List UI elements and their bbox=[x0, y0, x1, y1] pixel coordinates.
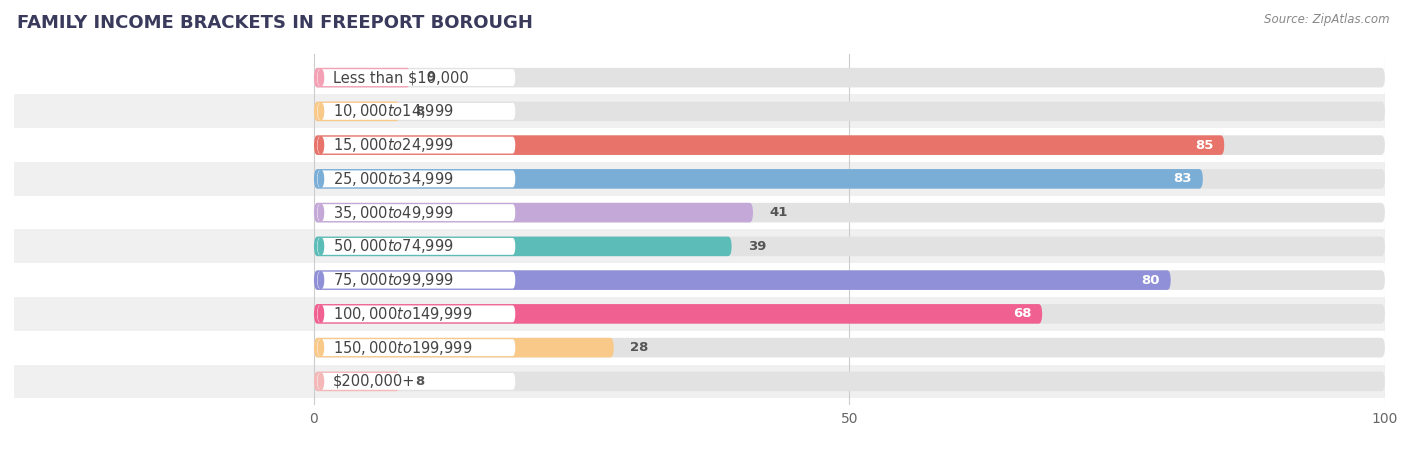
Text: $150,000 to $199,999: $150,000 to $199,999 bbox=[333, 338, 472, 356]
FancyBboxPatch shape bbox=[318, 137, 515, 153]
FancyBboxPatch shape bbox=[314, 237, 1385, 256]
Text: $35,000 to $49,999: $35,000 to $49,999 bbox=[333, 203, 454, 221]
FancyBboxPatch shape bbox=[14, 196, 1385, 230]
FancyBboxPatch shape bbox=[14, 297, 1385, 331]
FancyBboxPatch shape bbox=[14, 263, 1385, 297]
FancyBboxPatch shape bbox=[314, 68, 411, 87]
Circle shape bbox=[318, 373, 323, 390]
FancyBboxPatch shape bbox=[314, 304, 1385, 324]
Circle shape bbox=[318, 204, 323, 221]
Text: FAMILY INCOME BRACKETS IN FREEPORT BOROUGH: FAMILY INCOME BRACKETS IN FREEPORT BOROU… bbox=[17, 14, 533, 32]
FancyBboxPatch shape bbox=[14, 94, 1385, 128]
FancyBboxPatch shape bbox=[314, 338, 614, 357]
Text: $100,000 to $149,999: $100,000 to $149,999 bbox=[333, 305, 472, 323]
FancyBboxPatch shape bbox=[14, 230, 1385, 263]
Text: 9: 9 bbox=[426, 71, 436, 84]
FancyBboxPatch shape bbox=[314, 68, 1385, 87]
FancyBboxPatch shape bbox=[318, 339, 515, 356]
Text: $50,000 to $74,999: $50,000 to $74,999 bbox=[333, 237, 454, 255]
FancyBboxPatch shape bbox=[314, 372, 1385, 391]
FancyBboxPatch shape bbox=[314, 203, 754, 222]
Text: $15,000 to $24,999: $15,000 to $24,999 bbox=[333, 136, 454, 154]
Text: Source: ZipAtlas.com: Source: ZipAtlas.com bbox=[1264, 14, 1389, 27]
FancyBboxPatch shape bbox=[14, 61, 1385, 94]
Text: $200,000+: $200,000+ bbox=[333, 374, 416, 389]
FancyBboxPatch shape bbox=[314, 270, 1171, 290]
FancyBboxPatch shape bbox=[318, 238, 515, 255]
Circle shape bbox=[318, 69, 323, 86]
Text: Less than $10,000: Less than $10,000 bbox=[333, 70, 470, 85]
Circle shape bbox=[318, 238, 323, 255]
Text: 68: 68 bbox=[1012, 307, 1032, 320]
FancyBboxPatch shape bbox=[318, 204, 515, 221]
Text: 39: 39 bbox=[748, 240, 766, 253]
FancyBboxPatch shape bbox=[318, 171, 515, 187]
FancyBboxPatch shape bbox=[318, 103, 515, 120]
FancyBboxPatch shape bbox=[314, 102, 399, 121]
FancyBboxPatch shape bbox=[314, 102, 1385, 121]
FancyBboxPatch shape bbox=[314, 338, 1385, 357]
Text: 8: 8 bbox=[416, 105, 425, 118]
FancyBboxPatch shape bbox=[14, 331, 1385, 364]
FancyBboxPatch shape bbox=[314, 304, 1042, 324]
FancyBboxPatch shape bbox=[314, 135, 1385, 155]
FancyBboxPatch shape bbox=[318, 306, 515, 322]
Circle shape bbox=[318, 272, 323, 288]
Text: 28: 28 bbox=[630, 341, 648, 354]
Text: 8: 8 bbox=[416, 375, 425, 388]
FancyBboxPatch shape bbox=[14, 162, 1385, 196]
FancyBboxPatch shape bbox=[314, 372, 399, 391]
Text: $10,000 to $14,999: $10,000 to $14,999 bbox=[333, 102, 454, 120]
FancyBboxPatch shape bbox=[14, 128, 1385, 162]
Circle shape bbox=[318, 103, 323, 120]
FancyBboxPatch shape bbox=[314, 270, 1385, 290]
Circle shape bbox=[318, 171, 323, 187]
Text: 85: 85 bbox=[1195, 139, 1213, 152]
Text: 41: 41 bbox=[769, 206, 787, 219]
Circle shape bbox=[318, 137, 323, 153]
FancyBboxPatch shape bbox=[318, 373, 515, 390]
Text: $25,000 to $34,999: $25,000 to $34,999 bbox=[333, 170, 454, 188]
FancyBboxPatch shape bbox=[314, 237, 731, 256]
FancyBboxPatch shape bbox=[14, 364, 1385, 398]
FancyBboxPatch shape bbox=[314, 169, 1385, 189]
FancyBboxPatch shape bbox=[314, 169, 1204, 189]
Text: $75,000 to $99,999: $75,000 to $99,999 bbox=[333, 271, 454, 289]
Text: 80: 80 bbox=[1142, 274, 1160, 287]
Text: 83: 83 bbox=[1174, 172, 1192, 185]
FancyBboxPatch shape bbox=[314, 203, 1385, 222]
FancyBboxPatch shape bbox=[318, 69, 515, 86]
Circle shape bbox=[318, 306, 323, 322]
FancyBboxPatch shape bbox=[318, 272, 515, 288]
FancyBboxPatch shape bbox=[314, 135, 1225, 155]
Circle shape bbox=[318, 339, 323, 356]
